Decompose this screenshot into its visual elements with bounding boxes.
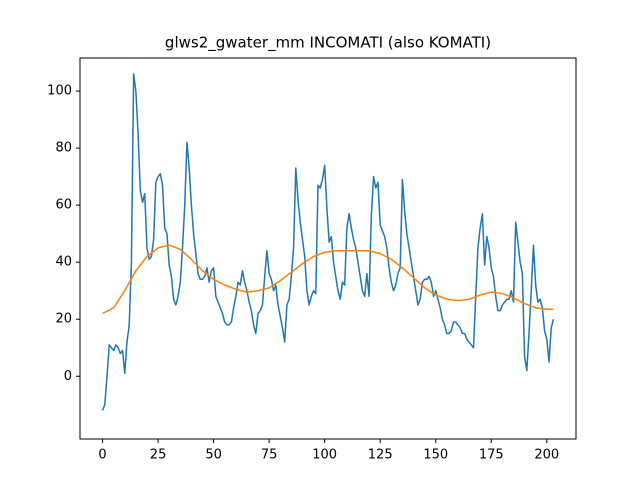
x-tick-label: 50 [205, 448, 222, 463]
y-tick-label: 100 [47, 84, 72, 99]
chart-title: glws2_gwater_mm INCOMATI (also KOMATI) [165, 34, 491, 53]
y-tick-label: 20 [55, 312, 72, 327]
x-tick-label: 200 [534, 448, 559, 463]
y-tick-label: 0 [64, 369, 72, 384]
y-tick-label: 40 [55, 255, 72, 270]
x-tick-label: 0 [98, 448, 106, 463]
x-tick-label: 175 [479, 448, 504, 463]
series-line [101, 73, 555, 411]
plot-frame [79, 57, 577, 440]
x-tick-label: 25 [150, 448, 167, 463]
x-tick-label: 75 [261, 448, 278, 463]
series-line [102, 244, 554, 315]
y-tick-label: 80 [55, 141, 72, 156]
y-tick-label: 60 [55, 198, 72, 213]
x-tick-label: 150 [423, 448, 448, 463]
x-tick-label: 125 [368, 448, 393, 463]
x-tick-label: 100 [312, 448, 337, 463]
